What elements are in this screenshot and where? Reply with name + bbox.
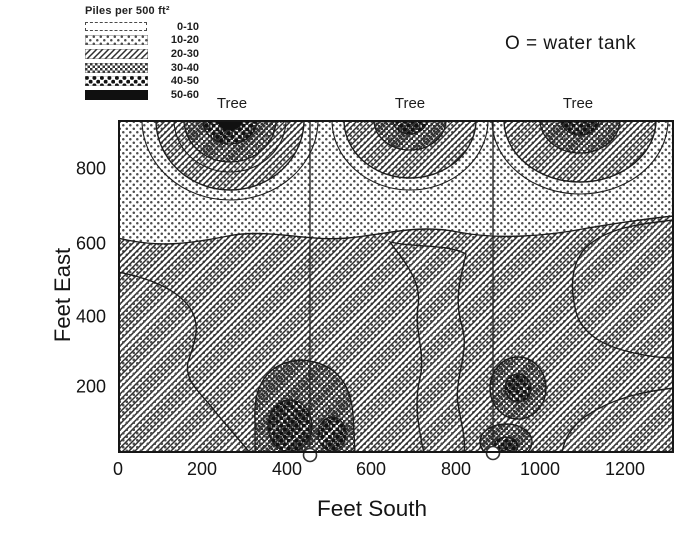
legend-item-20-30: 20-30 — [85, 47, 199, 61]
legend-label: 0-10 — [176, 20, 199, 33]
legend-swatch-checker — [85, 62, 148, 73]
x-tick-1000: 1000 — [519, 459, 561, 479]
region-40-50-core-b — [317, 416, 347, 452]
contour-map — [118, 120, 674, 463]
legend-swatch-hatch — [85, 48, 148, 59]
tree-label-west: Tree — [216, 95, 248, 112]
water-tank-symbol-west — [302, 447, 318, 463]
legend-swatch-solid — [85, 89, 148, 100]
x-tick-0: 0 — [112, 459, 124, 479]
legend-label: 30-40 — [170, 61, 199, 74]
x-axis-label: Feet South — [316, 496, 428, 521]
x-tick-1200: 1200 — [604, 459, 646, 479]
tree-hotspot-west — [141, 120, 319, 201]
legend-item-0-10: 0-10 — [85, 20, 199, 34]
legend-title: Piles per 500 ft² — [85, 5, 170, 17]
region-40-50-core-a — [267, 399, 313, 453]
region-50-60-peak — [217, 120, 243, 130]
contour-regions — [118, 120, 674, 453]
y-tick-600: 600 — [75, 233, 106, 254]
y-axis-label: Feet East — [50, 247, 75, 343]
legend-item-40-50: 40-50 — [85, 74, 199, 88]
legend-label: 10-20 — [170, 34, 199, 47]
legend-item-10-20: 10-20 — [85, 34, 199, 48]
y-tick-400: 400 — [75, 306, 106, 327]
tree-label-east: Tree — [562, 95, 594, 112]
legend-label: 40-50 — [170, 75, 199, 88]
legend-label: 50-60 — [170, 88, 199, 101]
legend: Piles per 500 ft² 0-10 10-20 20-30 30-40 — [85, 5, 199, 102]
legend-swatch-open-dashed — [85, 21, 148, 32]
x-tick-200: 200 — [186, 459, 218, 479]
x-tick-800: 800 — [440, 459, 472, 479]
region-10-20-west-pocket — [118, 271, 251, 453]
plot-border — [118, 120, 674, 453]
legend-item-50-60: 50-60 — [85, 88, 199, 102]
tree-hotspot-middle — [331, 120, 489, 191]
region-10-20-southeast-pocket — [561, 387, 674, 453]
x-tick-600: 600 — [355, 459, 387, 479]
tree-label-middle: Tree — [394, 95, 426, 112]
legend-swatch-halftone — [85, 35, 148, 46]
legend-item-30-40: 30-40 — [85, 61, 199, 75]
legend-swatch-dots — [85, 76, 148, 87]
y-tick-200: 200 — [75, 376, 106, 397]
water-tank-key: O = water tank — [505, 33, 637, 54]
legend-label: 20-30 — [170, 47, 199, 60]
tree-hotspot-east — [491, 120, 669, 195]
region-40-50-core-c — [504, 373, 532, 403]
region-10-20-east-pocket — [571, 219, 674, 359]
region-10-20-center-pocket — [388, 240, 467, 453]
x-tick-400: 400 — [271, 459, 303, 479]
y-tick-800: 800 — [75, 158, 106, 179]
